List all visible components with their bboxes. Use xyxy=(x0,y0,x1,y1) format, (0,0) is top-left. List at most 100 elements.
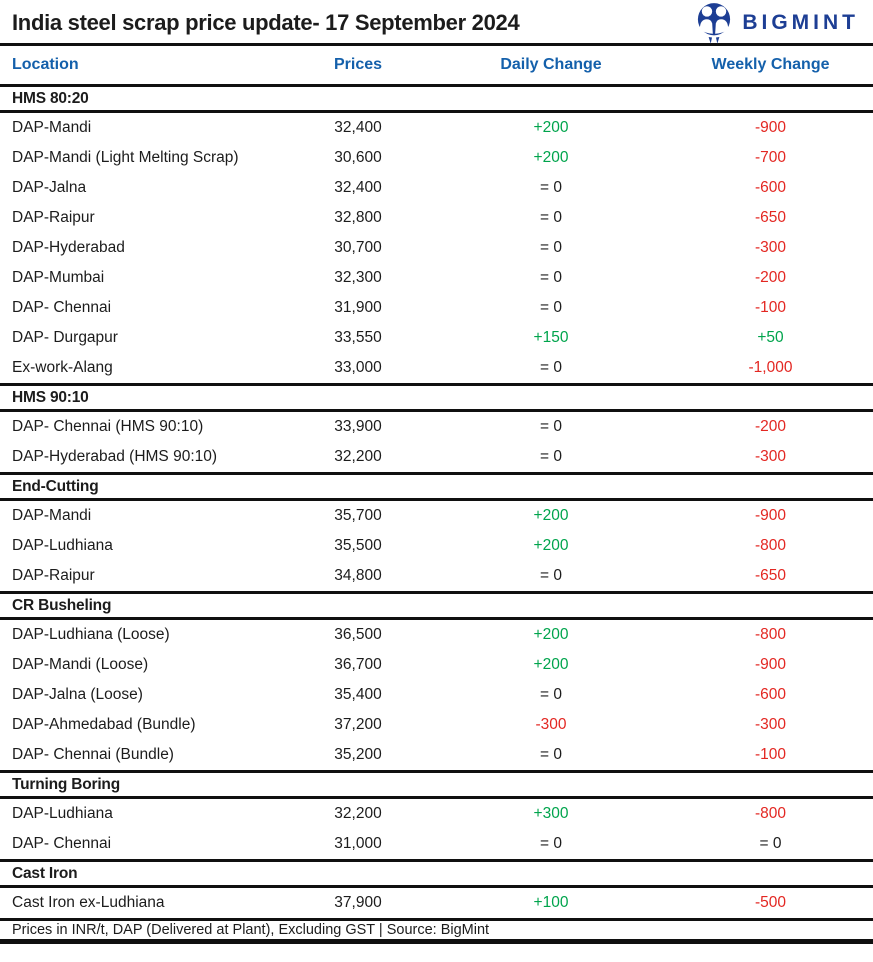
daily-change-cell: +100 xyxy=(533,894,569,911)
weekly-change-cell: -650 xyxy=(754,209,787,226)
daily-change-cell: = 0 xyxy=(540,448,562,465)
price-section: End-Cutting DAP-Mandi 35,700 +200 -900 DAP-Lu… xyxy=(0,475,873,594)
table-row: DAP- Chennai 31,000 = 0 = 0 xyxy=(0,829,873,859)
price-cell: 35,200 xyxy=(334,746,382,763)
price-cell: 31,000 xyxy=(334,835,382,852)
weekly-change-cell: = 0 xyxy=(759,835,782,852)
location-cell: Ex-work-Alang xyxy=(12,359,113,376)
location-cell: DAP-Hyderabad xyxy=(12,239,125,256)
table-row: DAP- Chennai 31,900 = 0 -100 xyxy=(0,293,873,323)
daily-change-cell: = 0 xyxy=(540,567,562,584)
price-cell: 35,400 xyxy=(334,686,382,703)
weekly-change-cell: -800 xyxy=(754,537,787,554)
section-header: Turning Boring xyxy=(0,773,873,799)
column-header-location: Location xyxy=(12,56,79,73)
location-cell: DAP-Mandi xyxy=(12,119,92,136)
location-cell: DAP- Chennai xyxy=(12,299,112,316)
price-cell: 33,900 xyxy=(334,418,382,435)
table-column-headers: Location Prices Daily Change Weekly Chan… xyxy=(0,46,873,87)
table-row: DAP-Mumbai 32,300 = 0 -200 xyxy=(0,263,873,293)
price-section: HMS 80:20 DAP-Mandi 32,400 +200 -900 DAP-Mand… xyxy=(0,87,873,386)
price-cell: 32,200 xyxy=(334,805,382,822)
masthead: India steel scrap price update- 17 Septe… xyxy=(0,0,873,46)
location-cell: DAP-Mandi (Loose) xyxy=(12,656,149,673)
daily-change-cell: -300 xyxy=(535,716,567,733)
table-row: DAP-Ludhiana 32,200 +300 -800 xyxy=(0,799,873,829)
daily-change-cell: +200 xyxy=(533,656,569,673)
table-row: DAP-Ludhiana 35,500 +200 -800 xyxy=(0,531,873,561)
price-section: HMS 90:10 DAP- Chennai (HMS 90:10) 33,900 =… xyxy=(0,386,873,475)
price-cell: 37,200 xyxy=(334,716,382,733)
price-cell: 35,700 xyxy=(334,507,382,524)
weekly-change-cell: -300 xyxy=(754,716,787,733)
daily-change-cell: +200 xyxy=(533,626,569,643)
daily-change-cell: = 0 xyxy=(540,299,562,316)
column-header-weekly-change: Weekly Change xyxy=(711,56,830,73)
location-cell: DAP-Ludhiana xyxy=(12,537,113,554)
table-row: DAP-Mandi 32,400 +200 -900 xyxy=(0,113,873,143)
weekly-change-cell: -800 xyxy=(754,626,787,643)
table-row: DAP-Jalna 32,400 = 0 -600 xyxy=(0,173,873,203)
location-cell: DAP-Raipur xyxy=(12,567,95,584)
price-cell: 30,600 xyxy=(334,149,382,166)
weekly-change-cell: -900 xyxy=(754,507,787,524)
table-row: DAP-Mandi (Light Melting Scrap) 30,600 +20… xyxy=(0,143,873,173)
weekly-change-cell: -800 xyxy=(754,805,787,822)
weekly-change-cell: -700 xyxy=(754,149,787,166)
footer-note-text: Prices in INR/t, DAP (Delivered at Plant… xyxy=(12,922,490,938)
table-row: Cast Iron ex-Ludhiana 37,900 +100 -500 xyxy=(0,888,873,918)
price-cell: 32,400 xyxy=(334,119,382,136)
table-row: DAP-Jalna (Loose) 35,400 = 0 -600 xyxy=(0,680,873,710)
daily-change-cell: = 0 xyxy=(540,418,562,435)
price-cell: 37,900 xyxy=(334,894,382,911)
location-cell: DAP- Chennai (HMS 90:10) xyxy=(12,418,204,435)
price-cell: 32,200 xyxy=(334,448,382,465)
section-header: HMS 80:20 xyxy=(0,87,873,113)
location-cell: DAP-Hyderabad (HMS 90:10) xyxy=(12,448,218,465)
daily-change-cell: = 0 xyxy=(540,686,562,703)
table-row: DAP- Chennai (Bundle) 35,200 = 0 -100 xyxy=(0,740,873,770)
daily-change-cell: +200 xyxy=(533,507,569,524)
price-cell: 30,700 xyxy=(334,239,382,256)
weekly-change-cell: -100 xyxy=(754,746,787,763)
location-cell: DAP-Jalna xyxy=(12,179,87,196)
price-section: Cast Iron Cast Iron ex-Ludhiana 37,900 +100… xyxy=(0,862,873,921)
bigmint-logo-text: BIGMINT xyxy=(742,11,859,34)
daily-change-cell: = 0 xyxy=(540,209,562,226)
table-row: DAP-Mandi (Loose) 36,700 +200 -900 xyxy=(0,650,873,680)
location-cell: DAP-Raipur xyxy=(12,209,95,226)
daily-change-cell: = 0 xyxy=(540,835,562,852)
location-cell: DAP-Mumbai xyxy=(12,269,105,286)
daily-change-cell: = 0 xyxy=(540,746,562,763)
weekly-change-cell: -600 xyxy=(754,179,787,196)
column-header-daily-change: Daily Change xyxy=(500,56,602,73)
price-cell: 32,400 xyxy=(334,179,382,196)
location-cell: DAP-Ahmedabad (Bundle) xyxy=(12,716,196,733)
weekly-change-cell: +50 xyxy=(757,329,784,346)
weekly-change-cell: -500 xyxy=(754,894,787,911)
price-cell: 34,800 xyxy=(334,567,382,584)
daily-change-cell: = 0 xyxy=(540,179,562,196)
table-row: Ex-work-Alang 33,000 = 0 -1,000 xyxy=(0,353,873,383)
table-row: DAP-Raipur 32,800 = 0 -650 xyxy=(0,203,873,233)
location-cell: DAP-Jalna (Loose) xyxy=(12,686,143,703)
weekly-change-cell: -300 xyxy=(754,448,787,465)
daily-change-cell: +200 xyxy=(533,537,569,554)
section-header: CR Busheling xyxy=(0,594,873,620)
table-body: HMS 80:20 DAP-Mandi 32,400 +200 -900 DAP-Mand… xyxy=(0,87,873,921)
price-cell: 35,500 xyxy=(334,537,382,554)
weekly-change-cell: -200 xyxy=(754,269,787,286)
daily-change-cell: = 0 xyxy=(540,239,562,256)
page-title: India steel scrap price update- 17 Septe… xyxy=(12,9,520,35)
location-cell: DAP- Chennai xyxy=(12,835,112,852)
location-cell: DAP-Ludhiana xyxy=(12,805,113,822)
daily-change-cell: +150 xyxy=(533,329,569,346)
weekly-change-cell: -650 xyxy=(754,567,787,584)
table-row: DAP- Durgapur 33,550 +150 +50 xyxy=(0,323,873,353)
section-header: End-Cutting xyxy=(0,475,873,501)
section-header: Cast Iron xyxy=(0,862,873,888)
location-cell: DAP-Mandi xyxy=(12,507,92,524)
price-cell: 36,500 xyxy=(334,626,382,643)
daily-change-cell: +300 xyxy=(533,805,569,822)
